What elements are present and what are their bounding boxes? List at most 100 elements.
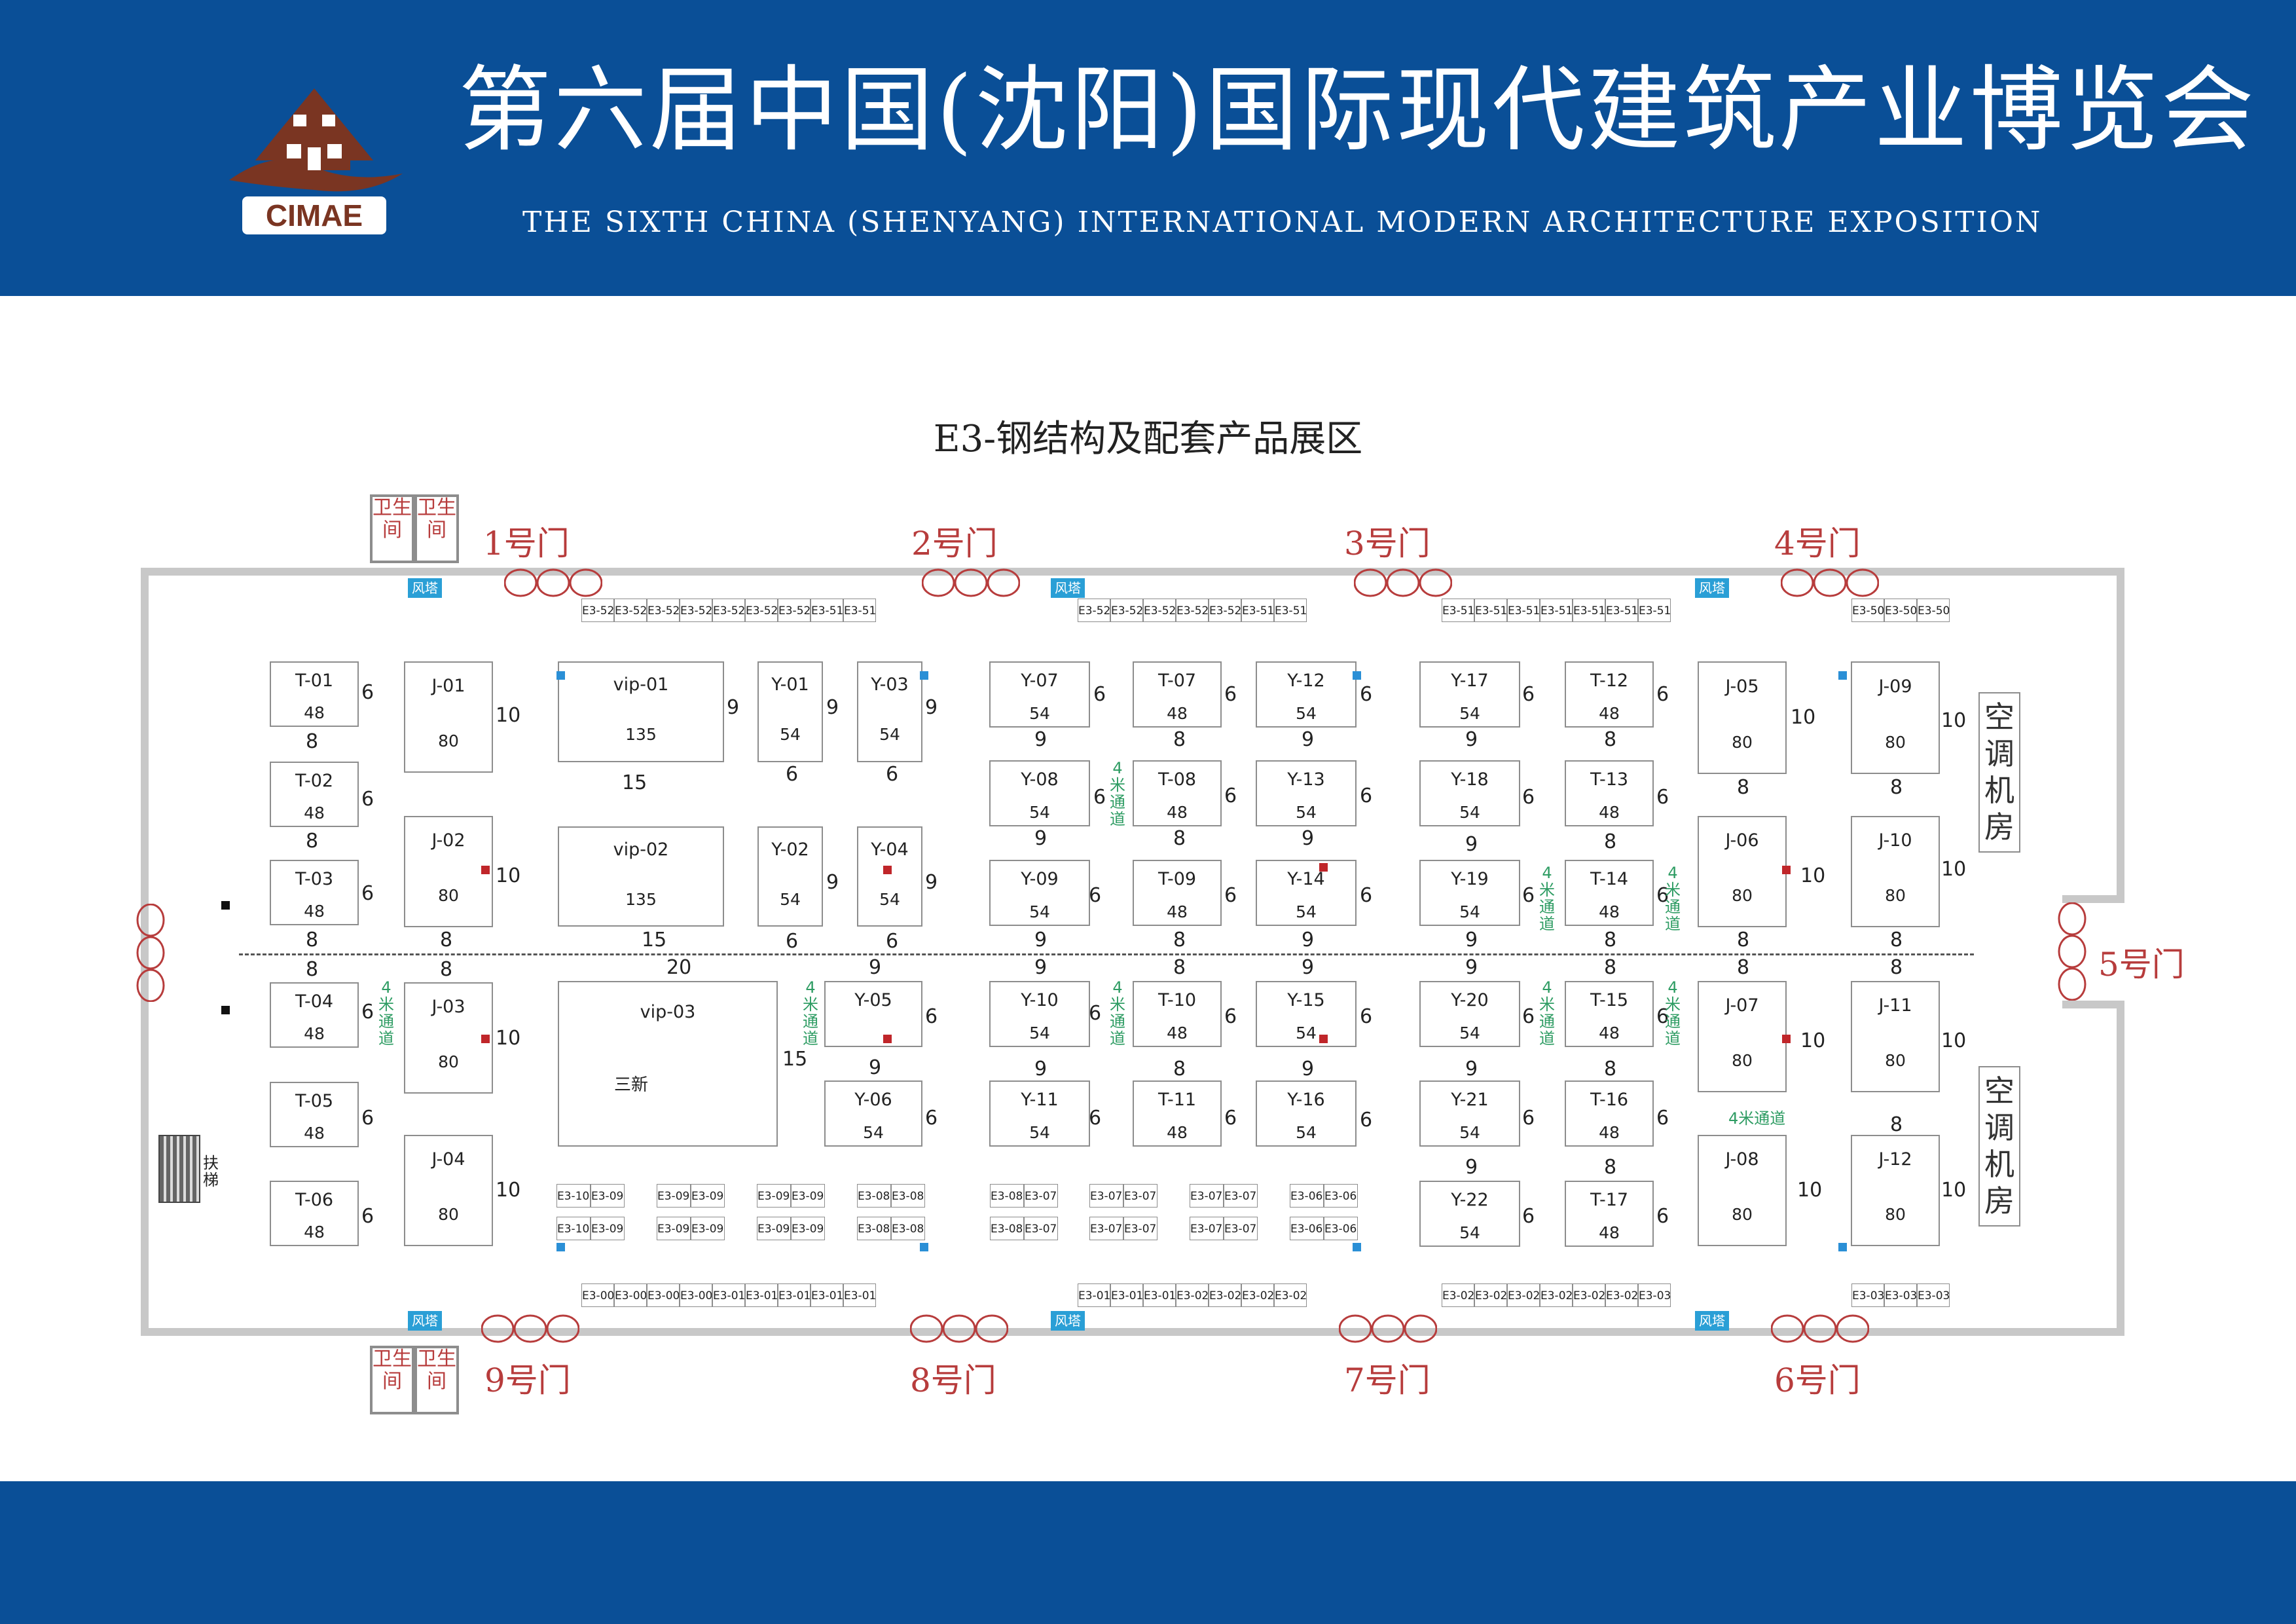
gate-g9: 9号门 (484, 1361, 571, 1399)
dimension-label: 9 (1302, 827, 1315, 850)
booth-id: T-07 (1157, 671, 1197, 691)
blue-marker (1838, 1243, 1847, 1251)
small-booth: E3-523 (680, 599, 712, 622)
blue-marker (1353, 1243, 1361, 1251)
hall-wall (2062, 1001, 2124, 1008)
small-booth: E3-522 (1143, 599, 1176, 622)
booth-j-08: J-08 80 (1698, 1135, 1787, 1246)
dimension-label: 9 (1302, 956, 1315, 979)
booth-j-06: J-06 80 (1698, 816, 1787, 927)
booth-t-05: T-05 48 (270, 1082, 359, 1147)
small-booth: E3-084 (857, 1217, 891, 1240)
booth-y-13: Y-13 54 (1256, 760, 1357, 826)
dimension-label: 6 (1093, 683, 1106, 706)
dimension-label: 6 (886, 930, 899, 953)
dimension-label: 10 (496, 864, 521, 887)
booth-area: 54 (1029, 902, 1050, 921)
small-booth: E3-070 (1224, 1184, 1258, 1208)
booth-area: 54 (780, 890, 801, 909)
booth-area: 54 (879, 890, 900, 909)
gate-g7: 7号门 (1344, 1361, 1430, 1399)
small-booth: E3-012 (778, 1283, 811, 1307)
booth-t-03: T-03 48 (270, 860, 359, 925)
dimension-label: 6 (925, 1005, 938, 1028)
small-booth: E3-062 (1324, 1184, 1358, 1208)
dimension-label: 9 (1302, 929, 1315, 951)
booth-id: Y-08 (1021, 769, 1059, 790)
small-booth: E3-082 (891, 1184, 925, 1208)
booth-id: Y-12 (1287, 671, 1325, 691)
dimension-label: 6 (1656, 1005, 1669, 1028)
small-booth: E3-525 (614, 599, 647, 622)
small-booth: E3-024 (1442, 1283, 1474, 1307)
small-booth: E3-019 (1143, 1283, 1176, 1307)
small-booth: E3-071 (1224, 1217, 1258, 1240)
booth-id: J-03 (431, 997, 465, 1017)
small-booth: E3-085 (857, 1184, 891, 1208)
dimension-label: 6 (361, 1205, 374, 1228)
gate-g3: 3号门 (1344, 525, 1430, 563)
door-icon (910, 1314, 1008, 1343)
small-booth: E3-021 (1209, 1283, 1241, 1307)
small-booth: E3-094 (691, 1217, 725, 1240)
booth-area: 48 (1599, 803, 1620, 822)
escalator-icon (158, 1135, 200, 1203)
dimension-label: 6 (1522, 786, 1535, 809)
booth-area: 48 (1599, 1024, 1620, 1043)
small-booth: E3-006 (581, 1283, 614, 1307)
dimension-label: 9 (869, 1056, 882, 1079)
small-booth: E3-023 (1274, 1283, 1307, 1307)
booth-area: 48 (304, 1024, 325, 1043)
booth-area: 54 (1459, 1123, 1480, 1142)
red-marker (883, 866, 892, 874)
booth-area: 48 (1167, 803, 1188, 822)
fan-tower: 风塔 (1695, 578, 1729, 598)
expo-title-en: THE SIXTH CHINA (SHENYANG) INTERNATIONAL… (522, 206, 2043, 239)
dimension-label: 8 (306, 958, 319, 981)
booth-j-12: J-12 80 (1851, 1135, 1940, 1246)
booth-id: J-04 (431, 1149, 465, 1170)
small-booth: E3-516 (1474, 599, 1507, 622)
expo-title-cn: 第六届中国(沈阳)国际现代建筑产业博览会 (458, 56, 2257, 164)
red-marker (1782, 866, 1791, 874)
booth-area: 135 (625, 725, 657, 744)
booth-area: 48 (304, 803, 325, 822)
small-booth: E3-079 (1024, 1184, 1058, 1208)
booth-y-16: Y-16 54 (1256, 1080, 1357, 1147)
small-booth: E3-506 (1917, 599, 1950, 622)
small-booth: E3-512 (1605, 599, 1638, 622)
booth-j-05: J-05 80 (1698, 661, 1787, 774)
booth-t-01: T-01 48 (270, 661, 359, 727)
small-booth: E3-095 (691, 1184, 725, 1208)
booth-id: T-15 (1590, 990, 1629, 1010)
booth-id: Y-20 (1451, 990, 1489, 1010)
dimension-label: 8 (1737, 956, 1750, 979)
booth-area: 48 (304, 1223, 325, 1242)
booth-id: J-10 (1878, 830, 1912, 851)
small-booth: E3-022 (1241, 1283, 1274, 1307)
dimension-label: 6 (1224, 1107, 1237, 1130)
small-booth: E3-101 (556, 1217, 591, 1240)
booth-id: Y-18 (1451, 769, 1489, 790)
booth-area: 135 (625, 890, 657, 909)
booth-area: 48 (1167, 704, 1188, 723)
small-booth: E3-099 (591, 1184, 625, 1208)
small-booth: E3-078 (1024, 1217, 1058, 1240)
dimension-label: 8 (1173, 827, 1186, 850)
booth-area: 48 (304, 902, 325, 921)
booth-vip-02: vip-02 135 (558, 826, 724, 927)
booth-area: 48 (304, 1124, 325, 1143)
booth-y-10: Y-10 54 (989, 981, 1090, 1047)
dimension-label: 8 (1173, 929, 1186, 951)
booth-id: T-06 (295, 1190, 334, 1210)
booth-id: T-12 (1590, 671, 1629, 691)
dimension-label: 9 (727, 696, 740, 719)
small-booth: E3-008 (647, 1283, 680, 1307)
booth-t-06: T-06 48 (270, 1181, 359, 1246)
blue-marker (556, 1243, 565, 1251)
cimae-logo: CIMAE (229, 88, 403, 234)
red-marker (481, 866, 490, 874)
small-booth: E3-098 (591, 1217, 625, 1240)
dimension-label: 8 (1173, 728, 1186, 751)
booth-j-04: J-04 80 (404, 1135, 493, 1246)
